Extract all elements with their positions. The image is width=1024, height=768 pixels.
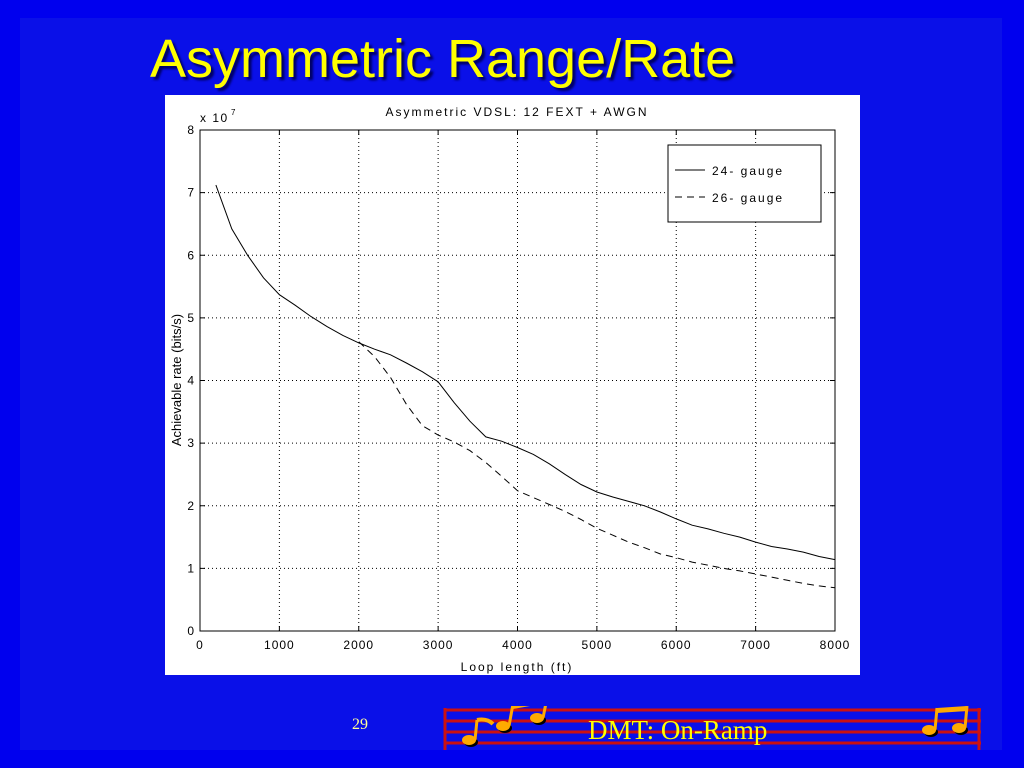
slide-title: Asymmetric Range/Rate bbox=[150, 29, 736, 89]
series-line-26-gauge bbox=[358, 341, 836, 589]
x-tick-label: 3000 bbox=[423, 638, 454, 652]
x-tick-label: 0 bbox=[196, 638, 204, 652]
x-tick-label: 4000 bbox=[502, 638, 533, 652]
y-tick-label: 5 bbox=[187, 311, 194, 325]
chart-legend: 24- gauge 26- gauge bbox=[667, 144, 822, 223]
y-tick-label: 7 bbox=[187, 186, 194, 200]
chart-title: Asymmetric VDSL: 12 FEXT + AWGN bbox=[385, 105, 648, 119]
axis-ticks: 0 1000 2000 3000 4000 5000 6000 7000 8000 0 1 2 3 4 5 6… bbox=[187, 123, 851, 652]
legend-box bbox=[667, 144, 822, 223]
chart-svg: 0 1000 2000 3000 4000 5000 6000 7000 8000 0 1 2 3 4 5 6… bbox=[169, 105, 851, 674]
y-tick-label: 1 bbox=[187, 561, 194, 575]
series-line-24-gauge bbox=[215, 184, 836, 561]
music-note-icon bbox=[462, 706, 547, 747]
x-tick-label: 1000 bbox=[264, 638, 295, 652]
x-axis-label: Loop length (ft) bbox=[461, 660, 574, 674]
y-tick-label: 3 bbox=[187, 436, 194, 450]
y-tick-label: 8 bbox=[187, 123, 194, 137]
y-tick-label: 6 bbox=[187, 248, 194, 262]
footer-title: DMT: On-Ramp bbox=[588, 715, 768, 745]
legend-label-26-gauge: 26- gauge bbox=[712, 191, 784, 205]
y-axis-multiplier-exponent: 7 bbox=[231, 108, 236, 117]
x-tick-label: 8000 bbox=[820, 638, 851, 652]
series-lines bbox=[215, 184, 836, 589]
chart-figure: 0 1000 2000 3000 4000 5000 6000 7000 8000 0 1 2 3 4 5 6… bbox=[165, 95, 860, 675]
y-axis-label: Achievable rate (bits/s) bbox=[169, 314, 184, 446]
y-axis-multiplier: x 10 bbox=[200, 111, 229, 125]
x-tick-label: 2000 bbox=[343, 638, 374, 652]
x-tick-label: 5000 bbox=[582, 638, 613, 652]
y-tick-label: 2 bbox=[187, 499, 194, 513]
legend-label-24-gauge: 24- gauge bbox=[712, 164, 784, 178]
y-tick-label: 4 bbox=[187, 374, 194, 388]
y-tick-label: 0 bbox=[187, 624, 194, 638]
x-tick-label: 6000 bbox=[661, 638, 692, 652]
x-tick-label: 7000 bbox=[740, 638, 771, 652]
music-note-icon bbox=[922, 706, 969, 737]
footer-music-logo bbox=[443, 706, 981, 750]
page-number: 29 bbox=[352, 716, 368, 733]
